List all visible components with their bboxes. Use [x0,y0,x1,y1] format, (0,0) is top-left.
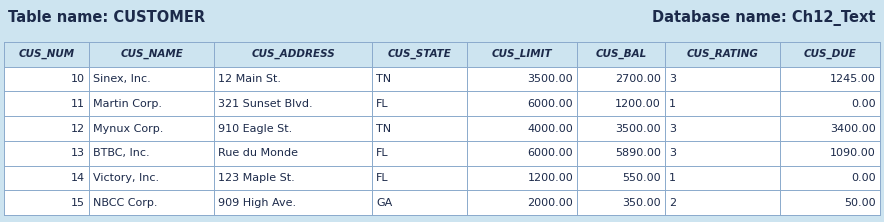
Text: 2700.00: 2700.00 [615,74,660,84]
Text: 1200.00: 1200.00 [615,99,660,109]
Text: 2000.00: 2000.00 [528,198,573,208]
Text: 909 High Ave.: 909 High Ave. [218,198,296,208]
Text: FL: FL [376,173,389,183]
Bar [4,116,880,141]
Bar [4,141,880,166]
Text: 1245.00: 1245.00 [830,74,876,84]
Text: 3500.00: 3500.00 [528,74,573,84]
Text: Victory, Inc.: Victory, Inc. [93,173,159,183]
Text: 3: 3 [669,123,675,133]
Text: 321 Sunset Blvd.: 321 Sunset Blvd. [218,99,313,109]
Text: TN: TN [376,123,391,133]
Text: Rue du Monde: Rue du Monde [218,148,298,158]
Text: 50.00: 50.00 [844,198,876,208]
Text: Martin Corp.: Martin Corp. [93,99,162,109]
Text: 3400.00: 3400.00 [830,123,876,133]
Bar [4,190,880,215]
Text: NBCC Corp.: NBCC Corp. [93,198,157,208]
Text: 5890.00: 5890.00 [615,148,660,158]
Text: Sinex, Inc.: Sinex, Inc. [93,74,151,84]
Text: CUS_STATE: CUS_STATE [387,49,452,59]
Text: 1: 1 [669,173,675,183]
Text: CUS_NAME: CUS_NAME [120,49,183,59]
Text: 4000.00: 4000.00 [528,123,573,133]
Text: 123 Maple St.: 123 Maple St. [218,173,295,183]
Text: 910 Eagle St.: 910 Eagle St. [218,123,293,133]
Text: 550.00: 550.00 [622,173,660,183]
Text: CUS_LIMIT: CUS_LIMIT [492,49,552,59]
Text: 3: 3 [669,148,675,158]
Text: CUS_DUE: CUS_DUE [804,49,857,59]
Text: Mynux Corp.: Mynux Corp. [93,123,164,133]
Text: 6000.00: 6000.00 [528,99,573,109]
Text: 10: 10 [71,74,85,84]
Text: 350.00: 350.00 [622,198,660,208]
Text: CUS_BAL: CUS_BAL [595,49,646,59]
Text: 1: 1 [669,99,675,109]
Bar [4,91,880,116]
Text: 12: 12 [71,123,85,133]
Text: FL: FL [376,99,389,109]
Text: Database name: Ch12_Text: Database name: Ch12_Text [652,10,876,26]
Text: 13: 13 [71,148,85,158]
Text: BTBC, Inc.: BTBC, Inc. [93,148,149,158]
Text: 6000.00: 6000.00 [528,148,573,158]
Text: GA: GA [376,198,392,208]
Bar [4,42,880,67]
Text: TN: TN [376,74,391,84]
Text: 0.00: 0.00 [851,99,876,109]
Text: 3500.00: 3500.00 [615,123,660,133]
Text: 2: 2 [669,198,676,208]
Text: 0.00: 0.00 [851,173,876,183]
Text: 12 Main St.: 12 Main St. [218,74,281,84]
Bar [4,67,880,91]
Text: CUS_RATING: CUS_RATING [686,49,758,59]
Text: CUS_NUM: CUS_NUM [19,49,74,59]
Text: Table name: CUSTOMER: Table name: CUSTOMER [8,10,205,26]
Text: 1090.00: 1090.00 [830,148,876,158]
Text: 1200.00: 1200.00 [528,173,573,183]
Text: 3: 3 [669,74,675,84]
Bar [4,166,880,190]
Text: CUS_ADDRESS: CUS_ADDRESS [251,49,335,59]
Text: 15: 15 [71,198,85,208]
Text: 14: 14 [71,173,85,183]
Text: 11: 11 [71,99,85,109]
Text: FL: FL [376,148,389,158]
